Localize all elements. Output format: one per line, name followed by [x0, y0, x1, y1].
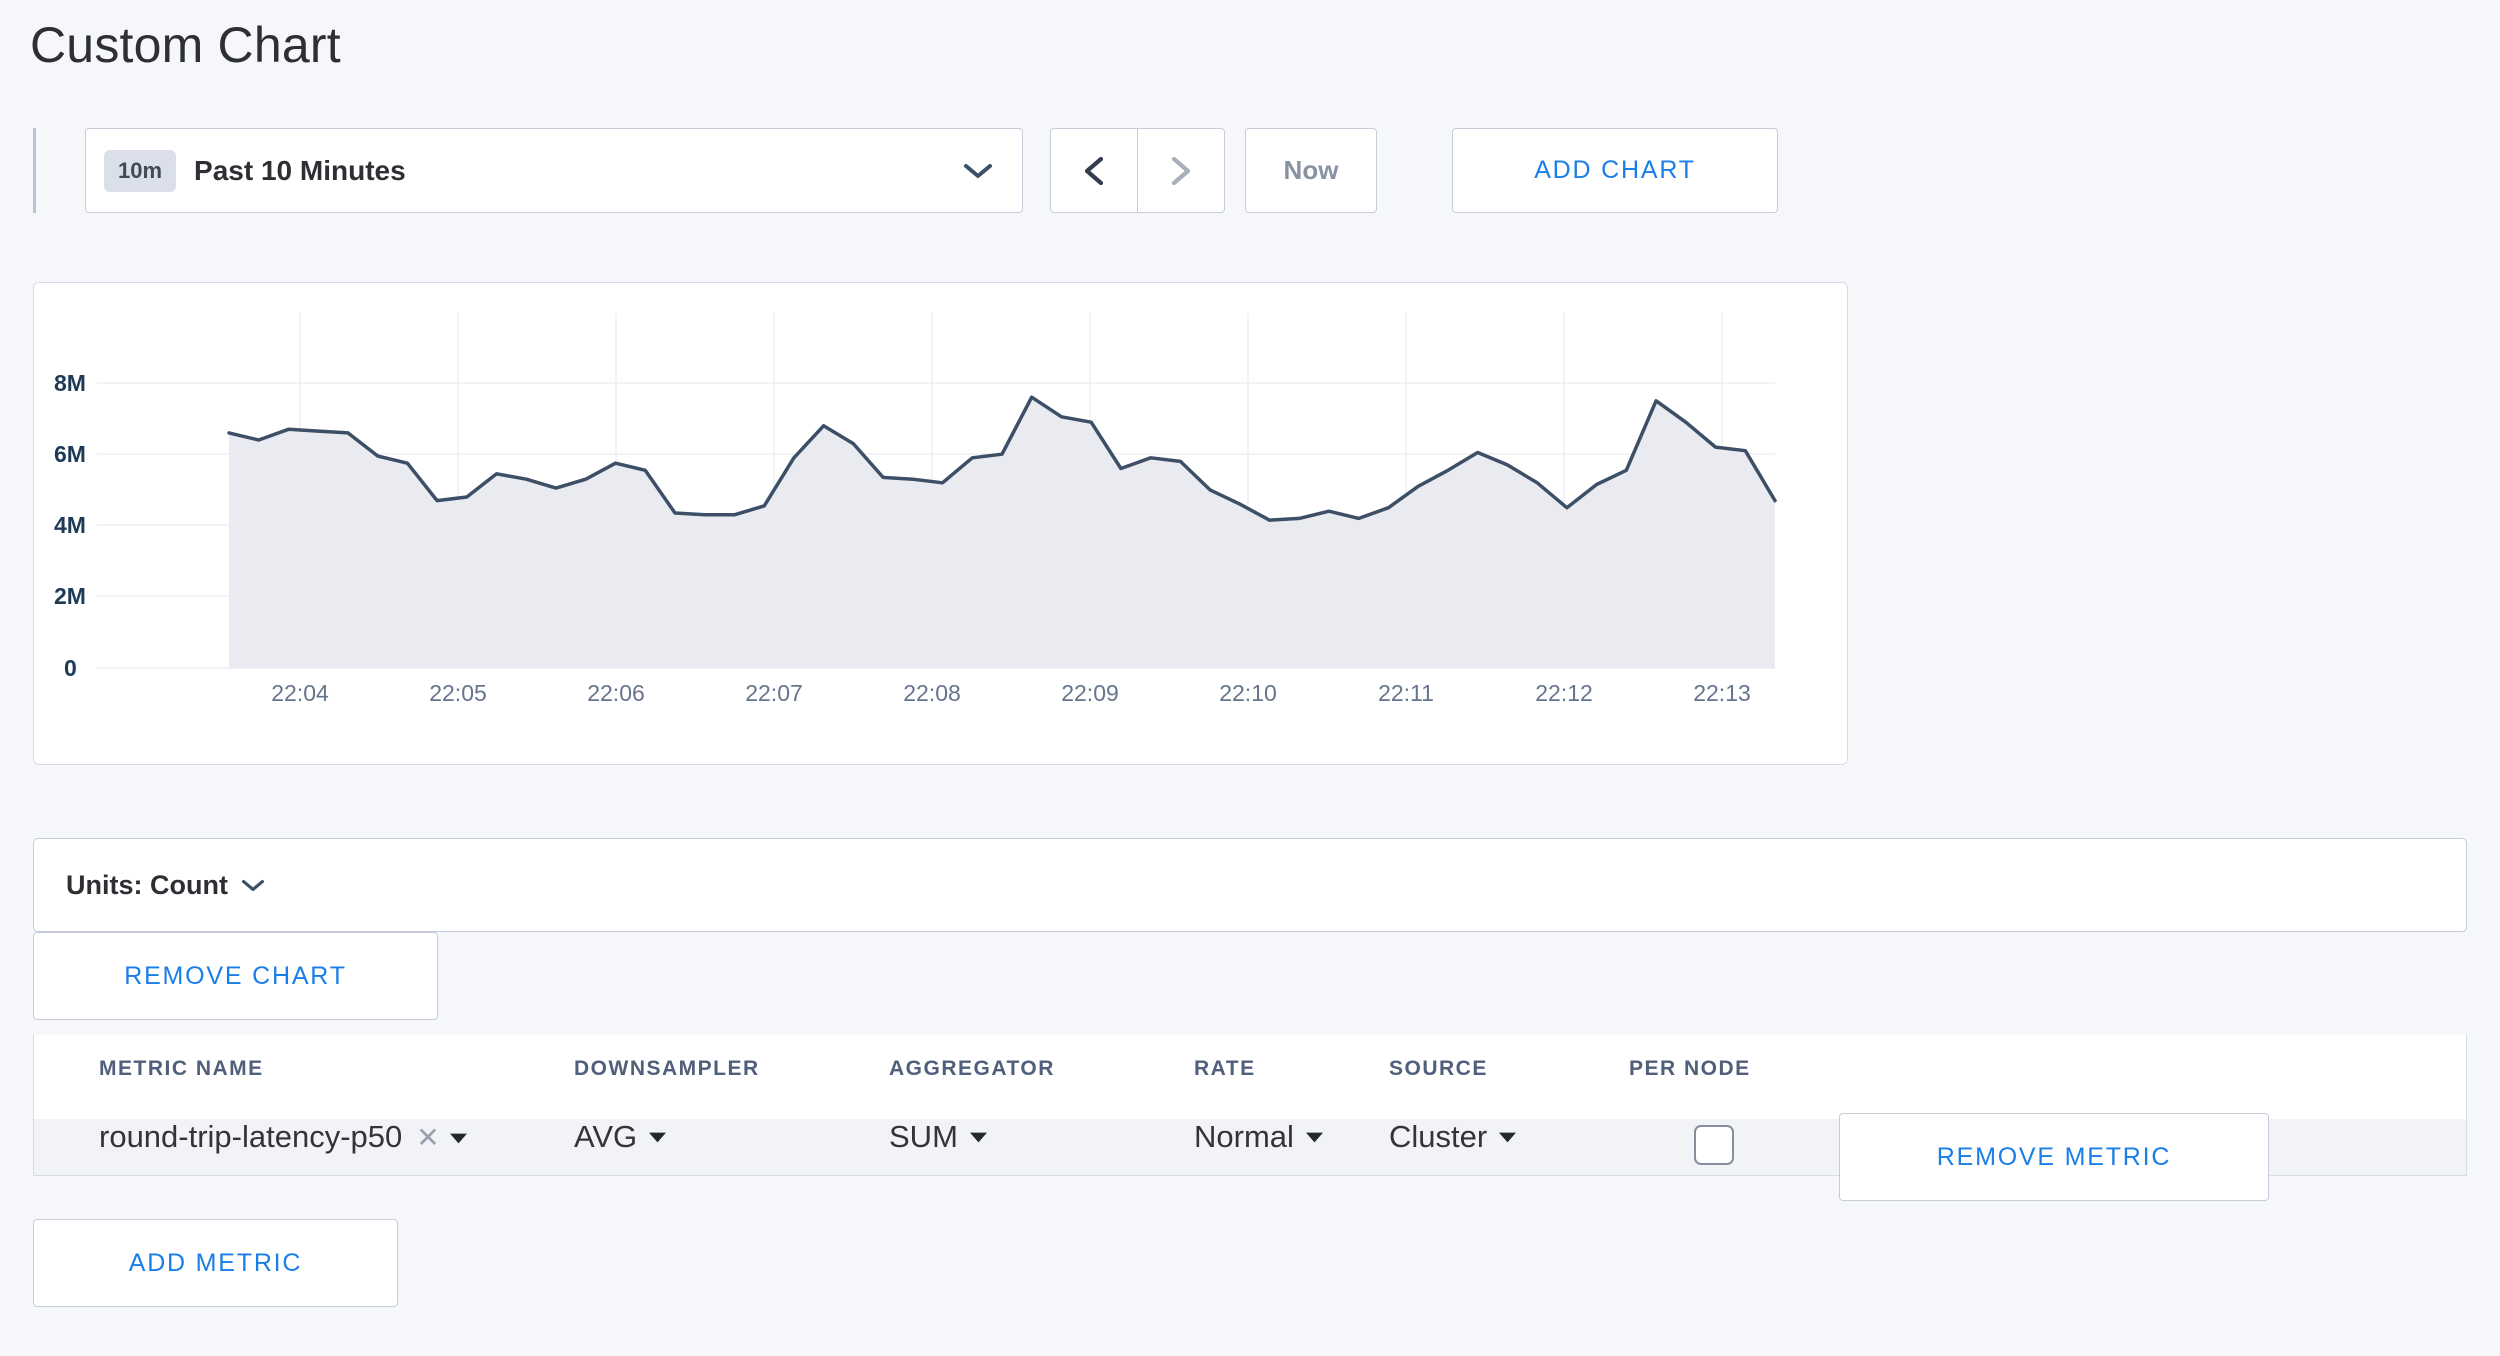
svg-text:22:07: 22:07	[745, 680, 803, 706]
svg-text:22:12: 22:12	[1535, 680, 1593, 706]
svg-text:6M: 6M	[54, 441, 86, 467]
svg-text:22:04: 22:04	[271, 680, 329, 706]
svg-text:22:09: 22:09	[1061, 680, 1119, 706]
svg-text:22:11: 22:11	[1378, 680, 1434, 706]
svg-text:0: 0	[64, 655, 77, 681]
svg-text:22:05: 22:05	[429, 680, 487, 706]
svg-text:22:10: 22:10	[1219, 680, 1277, 706]
svg-text:22:13: 22:13	[1693, 680, 1751, 706]
svg-text:22:08: 22:08	[903, 680, 961, 706]
svg-text:2M: 2M	[54, 583, 86, 609]
svg-text:8M: 8M	[54, 370, 86, 396]
svg-text:22:06: 22:06	[587, 680, 645, 706]
svg-text:4M: 4M	[54, 512, 86, 538]
